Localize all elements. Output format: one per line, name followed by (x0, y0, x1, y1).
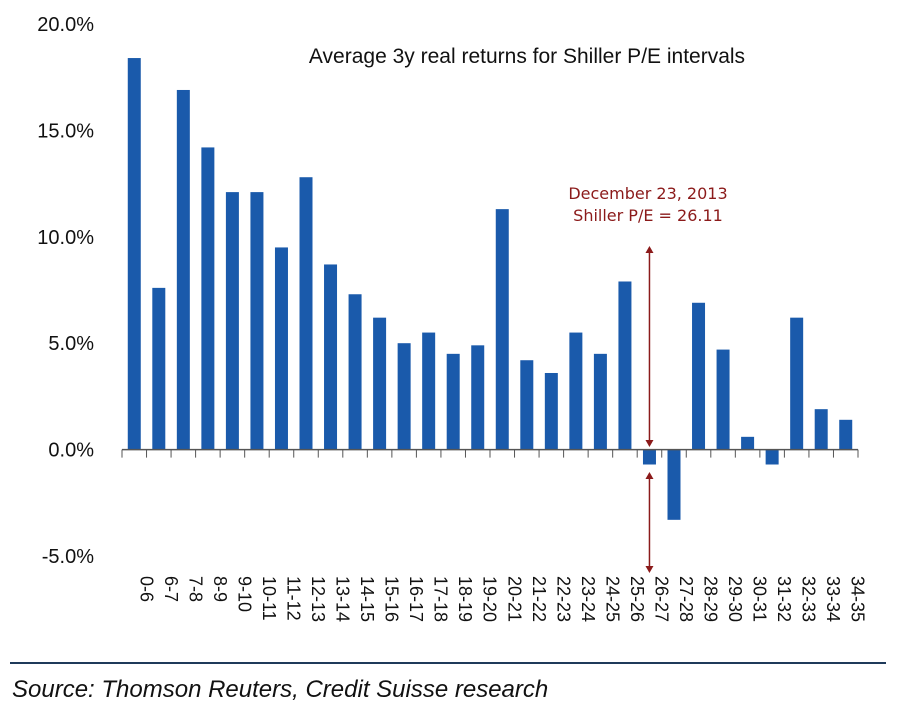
x-tick-label: 32-33 (799, 576, 819, 622)
x-tick-label: 0-6 (136, 576, 156, 602)
bar-28-29 (692, 302, 706, 450)
bar-12-13 (299, 177, 313, 450)
x-tick-label: 27-28 (676, 576, 696, 622)
y-tick-label: 0.0% (48, 440, 94, 462)
annotation-arrowhead (645, 472, 654, 479)
bar-25-26 (618, 281, 632, 450)
y-axis: 20.0% 15.0% 10.0% 5.0% 0.0% -5.0% (37, 14, 94, 568)
x-tick-label: 31-32 (774, 576, 794, 622)
bar-27-28 (667, 449, 681, 520)
x-tick-label: 6-7 (161, 576, 181, 602)
bar-33-34 (814, 409, 828, 450)
bar-7-8 (176, 89, 190, 450)
x-tick-label: 34-35 (848, 576, 868, 622)
y-tick-label: 5.0% (48, 333, 94, 355)
bar-6-7 (152, 287, 166, 450)
y-tick-label: 10.0% (37, 227, 94, 249)
x-tick-label: 14-15 (357, 576, 377, 622)
x-tick-label: 30-31 (750, 576, 770, 622)
bar-31-32 (765, 449, 779, 465)
x-axis: 0-6 6-7 7-8 8-9 9-10 10-11 11-12 12-13 13-14 14-1… (121, 448, 868, 622)
x-tick-label: 12-13 (308, 576, 328, 622)
bar-18-19 (446, 353, 460, 450)
x-tick-label: 13-14 (333, 576, 353, 622)
y-tick-label: 20.0% (37, 14, 94, 36)
bar-32-33 (790, 317, 804, 450)
footer-divider (10, 662, 886, 664)
chart-title: Average 3y real returns for Shiller P/E … (309, 45, 745, 68)
x-tick-label: 16-17 (406, 576, 426, 622)
annotation-arrowhead (645, 566, 654, 573)
x-tick-label: 15-16 (382, 576, 402, 622)
x-tick-label: 25-26 (627, 576, 647, 622)
x-tick-label: 10-11 (259, 576, 279, 621)
x-tick-label: 7-8 (185, 576, 205, 602)
bar-34-35 (839, 419, 853, 450)
x-tick-label: 28-29 (701, 576, 721, 622)
x-tick-label: 17-18 (431, 576, 451, 622)
bar-23-24 (569, 332, 583, 450)
x-tick-label: 20-21 (504, 576, 524, 622)
bar-21-22 (520, 360, 534, 450)
bar-19-20 (471, 345, 485, 450)
bar-20-21 (495, 209, 509, 450)
bar-chart: 20.0% 15.0% 10.0% 5.0% 0.0% -5.0% 0-6 6-7 7-8 8-… (37, 14, 868, 622)
x-tick-label: 24-25 (602, 576, 622, 622)
annotation-arrowhead (645, 246, 654, 253)
bar-14-15 (348, 294, 362, 450)
bar-29-30 (716, 349, 730, 450)
bar-10-11 (250, 192, 264, 450)
x-tick-label: 29-30 (725, 576, 745, 622)
x-tick-label: 8-9 (210, 576, 230, 602)
annotation: December 23, 2013 Shiller P/E = 26.11 (568, 184, 728, 573)
bar-11-12 (274, 247, 288, 450)
x-tick-label: 26-27 (651, 576, 671, 622)
x-tick-label: 23-24 (578, 576, 598, 622)
y-tick-label: -5.0% (42, 546, 94, 568)
bar-8-9 (201, 147, 215, 450)
bars (127, 58, 853, 520)
bar-0-6 (127, 58, 141, 450)
bar-17-18 (422, 332, 436, 450)
bar-24-25 (593, 353, 607, 450)
x-tick-label: 11-12 (283, 576, 303, 621)
x-tick-label: 9-10 (234, 576, 254, 612)
x-tick-label: 22-23 (553, 576, 573, 622)
annotation-arrowhead (645, 440, 654, 447)
annotation-pe: Shiller P/E = 26.11 (573, 206, 723, 225)
bar-30-31 (741, 436, 755, 450)
source-note: Source: Thomson Reuters, Credit Suisse r… (12, 676, 549, 703)
x-tick-label: 19-20 (480, 576, 500, 622)
bar-13-14 (324, 264, 338, 450)
x-tick-label: 33-34 (823, 576, 843, 622)
x-tick-label: 21-22 (529, 576, 549, 622)
bar-15-16 (373, 317, 387, 450)
bar-16-17 (397, 343, 411, 450)
x-tick-label: 18-19 (455, 576, 475, 622)
y-tick-label: 15.0% (37, 120, 94, 142)
bar-22-23 (544, 372, 558, 450)
annotation-date: December 23, 2013 (568, 184, 727, 203)
bar-9-10 (225, 192, 239, 450)
bar-26-27 (642, 449, 656, 465)
